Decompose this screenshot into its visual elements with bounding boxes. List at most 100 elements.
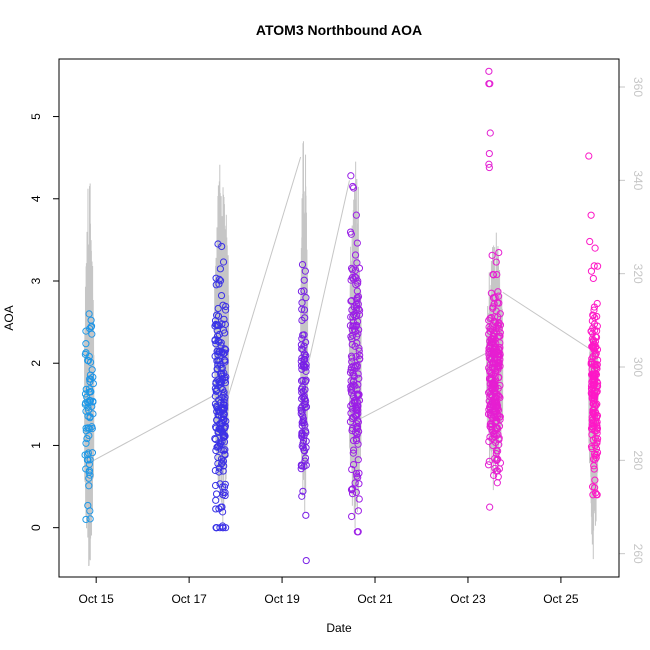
point-308	[298, 299, 306, 307]
point-366	[302, 556, 310, 565]
point-526	[349, 322, 357, 330]
point-233	[219, 416, 228, 424]
point-244	[211, 466, 219, 475]
point-424	[352, 280, 360, 289]
y-tick-label-5: 5	[29, 113, 43, 120]
point-699	[486, 337, 494, 345]
point-935	[587, 443, 596, 451]
point-62	[82, 407, 90, 415]
point-714	[488, 326, 497, 334]
point-798	[485, 163, 493, 172]
point-761	[485, 437, 493, 446]
point-650	[495, 465, 503, 473]
point-746	[491, 454, 499, 462]
point-347	[298, 365, 306, 373]
point-179	[212, 340, 220, 348]
point-794	[486, 80, 494, 88]
point-259	[214, 356, 222, 364]
point-503	[355, 427, 363, 436]
point-506	[353, 332, 361, 341]
point-271	[212, 386, 221, 394]
point-637	[488, 251, 496, 259]
point-527	[348, 382, 356, 390]
secondary-segment-2	[300, 141, 309, 512]
point-919	[593, 448, 602, 457]
secondary-connector-1	[228, 156, 302, 396]
point-123	[216, 265, 224, 273]
point-615	[486, 503, 494, 511]
point-769	[496, 332, 504, 340]
point-305	[298, 335, 306, 343]
point-267	[218, 347, 226, 356]
point-64	[86, 358, 95, 366]
point-368	[300, 287, 308, 295]
point-660	[490, 471, 498, 479]
plot-frame	[58, 58, 620, 578]
point-45	[85, 460, 93, 468]
point-774	[487, 350, 495, 358]
point-334	[300, 306, 309, 314]
point-461	[348, 512, 356, 521]
point-36	[84, 357, 92, 365]
point-260	[214, 376, 222, 384]
point-169	[214, 312, 223, 320]
point-587	[484, 461, 493, 469]
point-306	[300, 331, 308, 339]
point-514	[347, 264, 356, 272]
point-787	[495, 299, 503, 307]
point-700	[494, 292, 503, 300]
point-685	[489, 294, 498, 302]
point-825	[591, 476, 599, 484]
point-598	[492, 456, 501, 465]
point-434	[354, 456, 362, 464]
y-tick-label-3: 3	[29, 277, 43, 284]
secondary-connector-0	[93, 394, 215, 461]
y2-tick-label-0: 260	[631, 544, 645, 564]
point-696	[493, 409, 501, 418]
point-202	[219, 350, 228, 358]
point-767	[492, 447, 501, 455]
x-tick-label-2: Oct 19	[264, 592, 300, 606]
y-tick-label-4: 4	[29, 195, 43, 202]
point-362	[299, 362, 307, 370]
point-945	[593, 361, 601, 369]
point-457	[356, 351, 364, 359]
point-470	[352, 424, 360, 432]
x-tick-label-1: Oct 17	[171, 592, 207, 606]
point-490	[354, 440, 362, 448]
point-47	[82, 349, 90, 357]
point-790	[491, 401, 499, 409]
point-442	[351, 479, 359, 487]
point-719	[496, 416, 504, 424]
point-72	[87, 322, 96, 330]
point-144	[221, 393, 229, 401]
point-413	[348, 465, 356, 474]
point-779	[496, 413, 504, 421]
point-686	[490, 432, 498, 440]
y-tick-label-0: 0	[29, 524, 43, 531]
point-49	[85, 310, 93, 318]
point-235	[212, 496, 220, 504]
point-263	[211, 336, 219, 344]
point-317	[299, 376, 307, 384]
point-734	[495, 441, 503, 449]
point-264	[220, 462, 228, 470]
point-106	[212, 435, 220, 443]
point-458	[354, 409, 362, 418]
point-177	[216, 480, 224, 488]
point-878	[590, 465, 598, 473]
point-358	[301, 400, 309, 408]
point-364	[298, 388, 306, 396]
point-694	[492, 449, 500, 458]
point-943	[591, 489, 600, 497]
point-918	[590, 421, 598, 429]
point-208	[211, 481, 220, 490]
point-789	[490, 363, 499, 371]
point-667	[489, 270, 497, 279]
point-496	[349, 371, 358, 379]
point-38	[88, 366, 96, 374]
point-786	[491, 351, 499, 359]
point-596	[495, 248, 503, 257]
point-518	[353, 361, 361, 370]
point-492	[353, 295, 361, 303]
